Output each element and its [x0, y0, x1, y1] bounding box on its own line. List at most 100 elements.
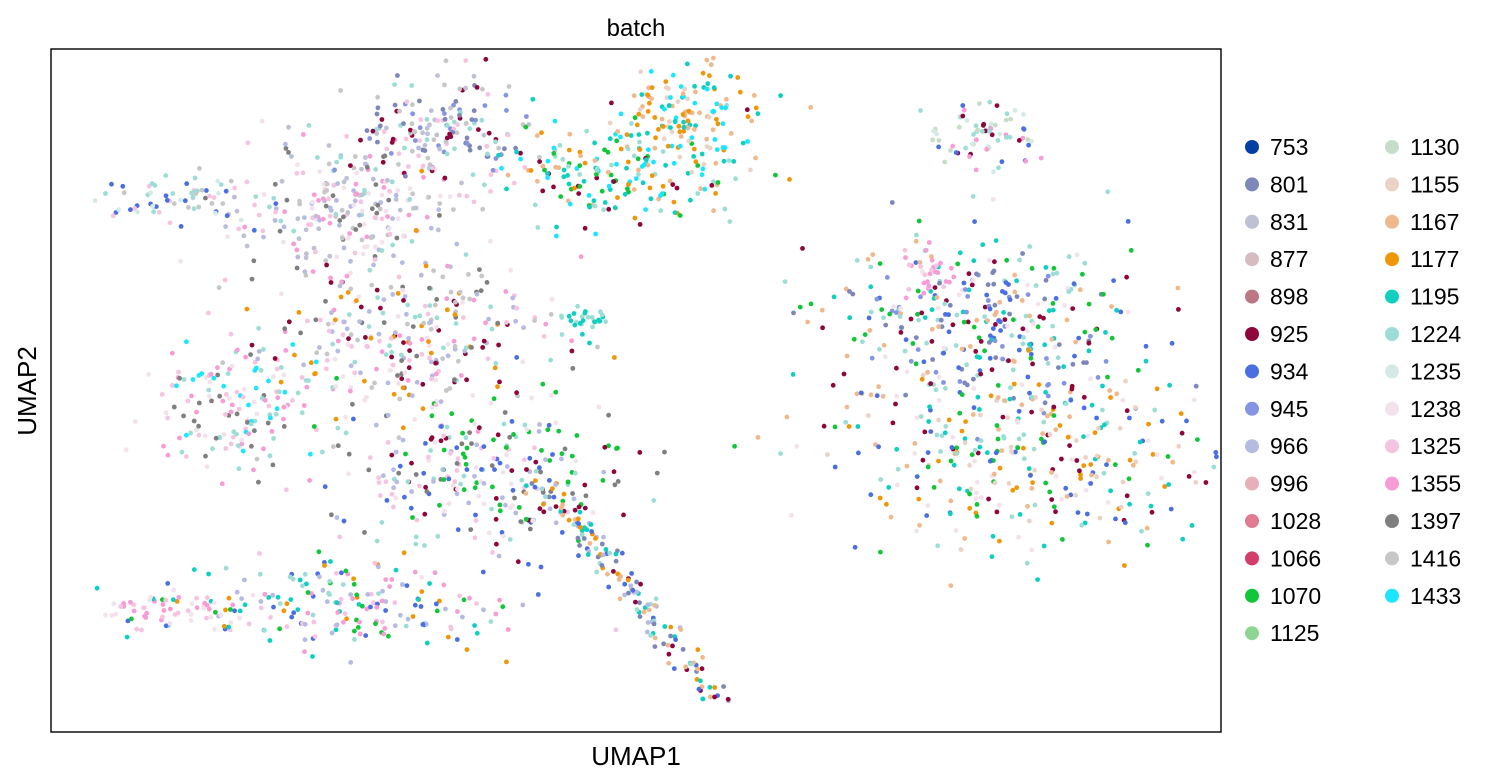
scatter-point	[253, 194, 259, 200]
scatter-point	[493, 496, 499, 501]
scatter-point	[453, 299, 458, 305]
scatter-point	[1186, 474, 1192, 479]
scatter-point	[405, 321, 410, 327]
scatter-point	[846, 424, 852, 429]
legend-item: 753	[1245, 134, 1308, 160]
scatter-point	[1070, 361, 1076, 367]
scatter-point	[1051, 265, 1057, 271]
scatter-point	[975, 450, 981, 456]
scatter-point	[1169, 340, 1175, 346]
scatter-point	[553, 482, 558, 487]
scatter-point	[434, 608, 440, 614]
scatter-point	[418, 117, 424, 123]
scatter-point	[993, 450, 999, 456]
scatter-point	[652, 635, 658, 641]
scatter-point	[559, 530, 565, 535]
scatter-point	[211, 600, 217, 606]
scatter-point	[447, 131, 452, 137]
scatter-point	[941, 284, 946, 290]
scatter-point	[324, 181, 330, 187]
scatter-point	[959, 392, 965, 398]
scatter-point	[567, 201, 573, 207]
scatter-point	[677, 143, 683, 149]
scatter-point	[1165, 454, 1171, 459]
scatter-point	[295, 216, 301, 222]
scatter-point	[308, 222, 314, 227]
scatter-point	[272, 218, 278, 223]
scatter-point	[379, 239, 385, 245]
chart-title: batch	[607, 15, 666, 42]
scatter-point	[714, 147, 720, 153]
scatter-point	[469, 345, 474, 350]
scatter-point	[362, 378, 367, 384]
scatter-point	[434, 324, 439, 330]
scatter-point	[1213, 450, 1219, 455]
scatter-point	[710, 127, 716, 133]
scatter-point	[278, 218, 284, 224]
scatter-point	[474, 291, 480, 297]
scatter-point	[389, 452, 395, 458]
scatter-point	[446, 476, 452, 482]
scatter-point	[444, 135, 450, 141]
scatter-point	[946, 329, 952, 335]
scatter-point	[181, 377, 187, 382]
scatter-point	[228, 409, 234, 415]
scatter-point	[926, 283, 932, 289]
scatter-point	[493, 139, 498, 145]
scatter-point	[332, 356, 338, 362]
scatter-point	[249, 276, 255, 282]
scatter-point	[995, 138, 1001, 143]
scatter-point	[1214, 454, 1219, 460]
scatter-point	[566, 517, 572, 523]
scatter-point	[129, 616, 134, 622]
scatter-point	[1191, 469, 1197, 475]
scatter-point	[844, 353, 850, 359]
scatter-point	[1026, 142, 1031, 148]
scatter-point	[1193, 480, 1199, 485]
scatter-point	[451, 102, 456, 108]
scatter-point	[577, 184, 583, 189]
scatter-point	[395, 73, 400, 78]
scatter-point	[504, 464, 510, 469]
scatter-point	[1024, 560, 1030, 566]
scatter-point	[1042, 342, 1048, 348]
scatter-point	[673, 637, 678, 642]
scatter-point	[491, 455, 497, 461]
scatter-point	[621, 512, 626, 518]
scatter-point	[948, 583, 954, 588]
scatter-point	[585, 314, 591, 320]
scatter-point	[545, 171, 550, 177]
scatter-point	[524, 467, 529, 472]
scatter-point	[721, 684, 726, 689]
scatter-point	[927, 271, 933, 277]
scatter-point	[904, 463, 910, 469]
scatter-point	[329, 630, 335, 636]
scatter-point	[1053, 473, 1059, 479]
scatter-point	[660, 124, 666, 129]
scatter-point	[473, 512, 478, 518]
scatter-point	[994, 103, 1000, 108]
scatter-point	[1102, 422, 1107, 428]
scatter-point	[941, 350, 947, 356]
scatter-point	[1081, 405, 1087, 411]
scatter-point	[1051, 404, 1057, 410]
scatter-point	[681, 128, 687, 134]
scatter-point	[357, 222, 363, 228]
scatter-point	[996, 165, 1001, 171]
scatter-point	[663, 79, 669, 84]
scatter-point	[957, 379, 963, 384]
scatter-point	[504, 186, 509, 192]
scatter-point	[441, 447, 447, 453]
scatter-point	[407, 186, 413, 192]
scatter-point	[351, 165, 357, 171]
scatter-point	[435, 533, 441, 539]
scatter-point	[419, 337, 425, 342]
scatter-point	[710, 109, 716, 114]
scatter-point	[437, 213, 442, 218]
scatter-point	[1178, 411, 1184, 416]
scatter-point	[364, 606, 370, 612]
scatter-point	[431, 137, 437, 143]
scatter-point	[459, 180, 464, 186]
scatter-point	[448, 105, 453, 111]
scatter-point	[289, 614, 295, 620]
